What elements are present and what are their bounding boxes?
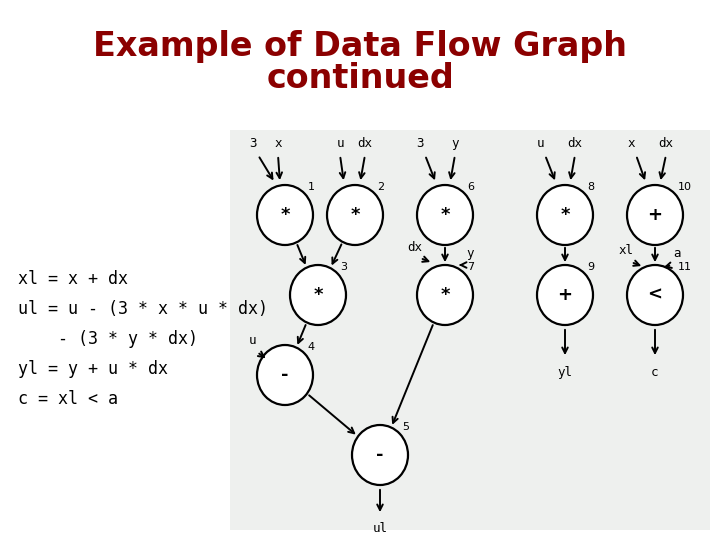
Text: 1: 1 [307, 183, 315, 192]
Text: Example of Data Flow Graph: Example of Data Flow Graph [93, 30, 627, 63]
Text: 7: 7 [467, 262, 474, 273]
Ellipse shape [537, 265, 593, 325]
Ellipse shape [352, 425, 408, 485]
Ellipse shape [627, 185, 683, 245]
Text: u: u [248, 334, 256, 347]
Text: 8: 8 [588, 183, 595, 192]
Text: 4: 4 [307, 342, 315, 353]
Text: yl: yl [557, 366, 572, 379]
Ellipse shape [417, 185, 473, 245]
Text: u: u [336, 137, 343, 150]
Text: c: c [652, 366, 659, 379]
Text: 3: 3 [341, 262, 347, 273]
Text: 10: 10 [678, 183, 691, 192]
Text: ul = u - (3 * x * u * dx): ul = u - (3 * x * u * dx) [18, 300, 268, 318]
Text: - (3 * y * dx): - (3 * y * dx) [18, 330, 198, 348]
Text: +: + [557, 286, 572, 304]
Text: *: * [350, 206, 360, 224]
Text: *: * [440, 286, 450, 304]
Ellipse shape [417, 265, 473, 325]
Text: 6: 6 [467, 183, 474, 192]
Text: *: * [313, 286, 323, 304]
Text: xl = x + dx: xl = x + dx [18, 270, 128, 288]
Text: 2: 2 [377, 183, 384, 192]
Text: x: x [274, 137, 282, 150]
Text: y: y [467, 247, 474, 260]
Text: 9: 9 [588, 262, 595, 273]
Text: 5: 5 [402, 422, 410, 433]
Text: y: y [451, 137, 459, 150]
Text: u: u [536, 137, 544, 150]
Text: -: - [377, 446, 384, 464]
Text: dx: dx [567, 137, 582, 150]
Text: +: + [647, 206, 662, 224]
Text: dx: dx [408, 241, 423, 254]
Text: dx: dx [358, 137, 372, 150]
Text: *: * [280, 206, 289, 224]
Text: 3: 3 [416, 137, 424, 150]
Text: a: a [673, 247, 680, 260]
Ellipse shape [257, 185, 313, 245]
Text: x: x [627, 137, 635, 150]
Ellipse shape [537, 185, 593, 245]
Text: continued: continued [266, 62, 454, 95]
Ellipse shape [627, 265, 683, 325]
Text: 3: 3 [249, 137, 257, 150]
Text: yl = y + u * dx: yl = y + u * dx [18, 360, 168, 378]
Ellipse shape [257, 345, 313, 405]
Ellipse shape [290, 265, 346, 325]
Ellipse shape [327, 185, 383, 245]
Text: *: * [560, 206, 570, 224]
Text: <: < [647, 286, 662, 304]
Bar [230, 130, 710, 530]
Text: 11: 11 [678, 262, 691, 273]
Text: -: - [282, 366, 289, 384]
Text: c = xl < a: c = xl < a [18, 390, 118, 408]
Text: *: * [440, 206, 450, 224]
Text: xl: xl [618, 244, 634, 257]
Text: dx: dx [659, 137, 673, 150]
Text: ul: ul [372, 522, 387, 535]
